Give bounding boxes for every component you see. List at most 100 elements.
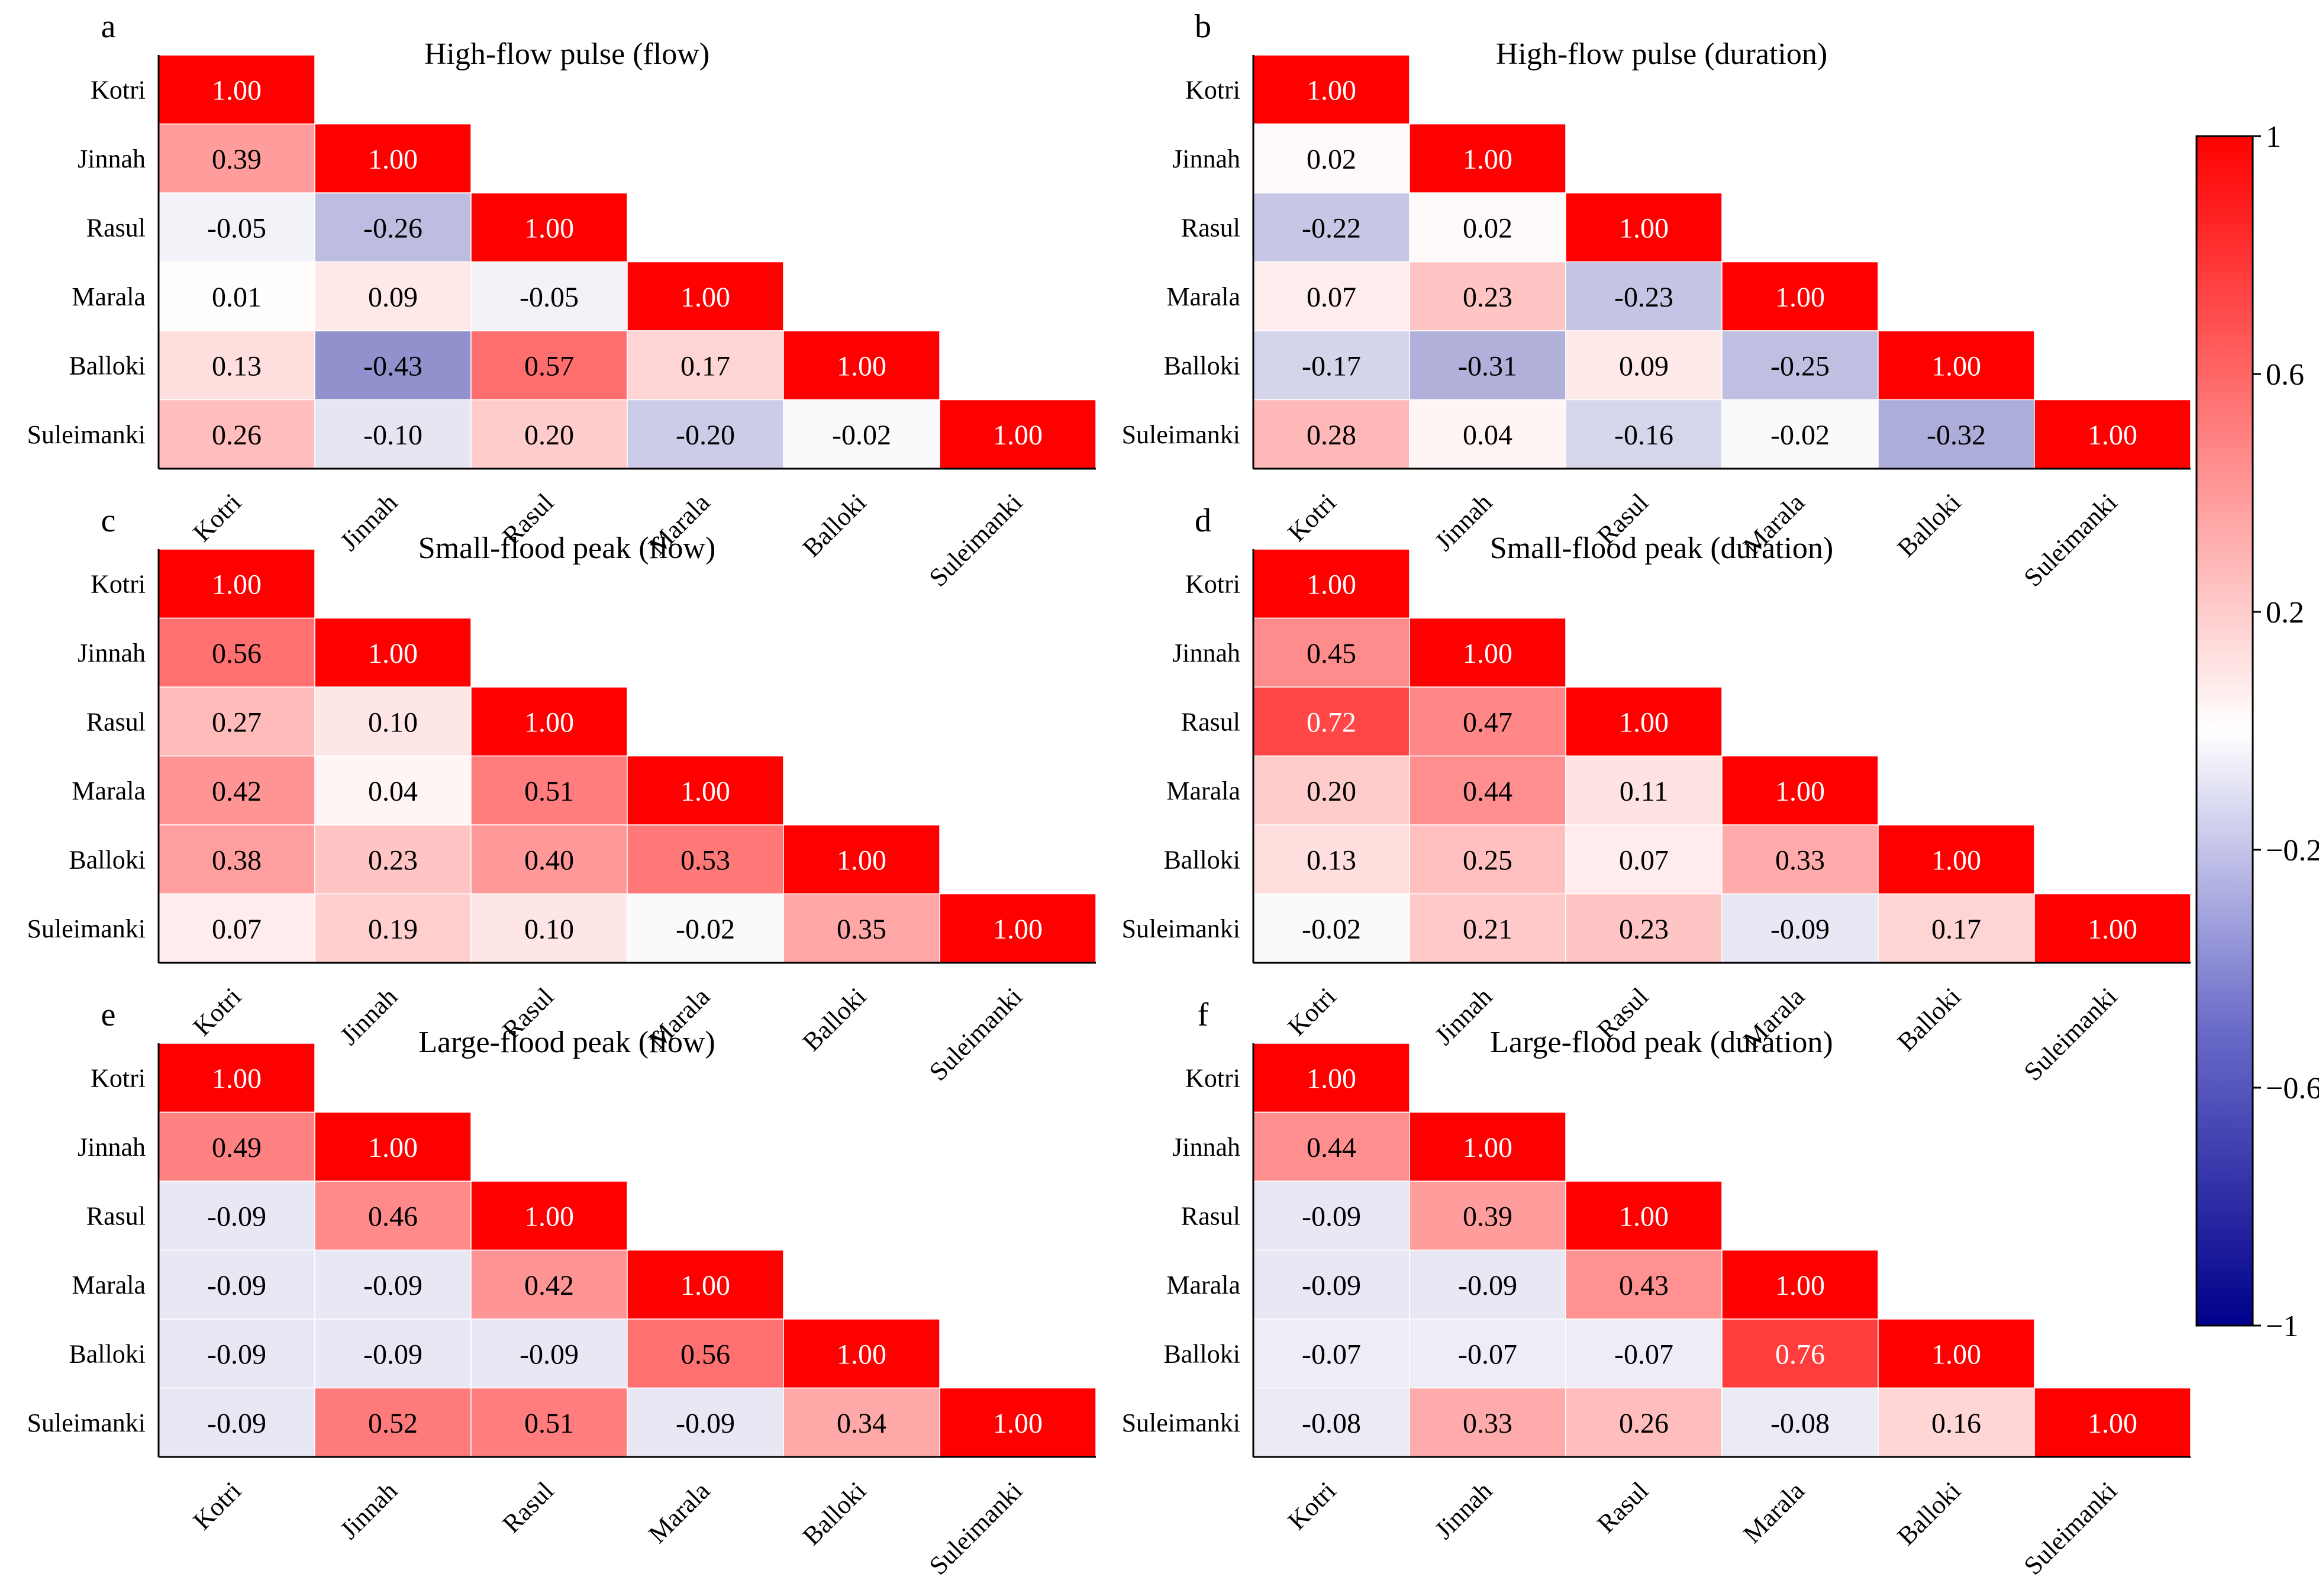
panel-letter: f bbox=[1198, 997, 1209, 1033]
heatmap-cell bbox=[470, 399, 628, 469]
heatmap-panel-c: 1.00 0.56 1.00 0.27 0.10 1.00 0.42 0.04 0.51 1.00… bbox=[27, 502, 1096, 1086]
heatmap-cell bbox=[1721, 1387, 1879, 1458]
heatmap-cell bbox=[1253, 123, 1410, 194]
y-tick-label: Jinnah bbox=[1172, 639, 1240, 668]
cell-value-label: 0.21 bbox=[1463, 914, 1512, 945]
heatmap-cell bbox=[1253, 824, 1410, 895]
y-tick-label: Suleimanki bbox=[27, 914, 146, 943]
cell-value-label: 0.23 bbox=[1463, 282, 1512, 313]
heatmap-cell bbox=[627, 893, 784, 963]
heatmap-cell bbox=[1253, 755, 1410, 826]
cell-value-label: 0.40 bbox=[524, 844, 574, 876]
heatmap-cell bbox=[627, 330, 784, 401]
x-tick-label: Jinnah bbox=[1429, 982, 1498, 1050]
cell-value-label: -0.09 bbox=[363, 1270, 422, 1301]
cell-value-label: 0.47 bbox=[1463, 707, 1512, 738]
heatmap-cell bbox=[627, 1387, 784, 1458]
panel-title: High-flow pulse (duration) bbox=[1496, 37, 1827, 71]
heatmap-panel-f: 1.00 0.44 1.00 -0.09 0.39 1.00 -0.09 -0.09 0.43 1… bbox=[1122, 997, 2191, 1581]
y-tick-label: Kotri bbox=[1185, 75, 1240, 104]
cell-value-label: 0.56 bbox=[212, 638, 262, 669]
heatmap-cell bbox=[1565, 192, 1723, 263]
heatmap-cell bbox=[314, 192, 472, 263]
heatmap-cell bbox=[1565, 1249, 1723, 1320]
y-tick-label: Jinnah bbox=[1172, 1133, 1240, 1162]
heatmap-cell bbox=[1409, 123, 1566, 194]
cell-value-label: 1.00 bbox=[1775, 1270, 1825, 1301]
heatmap-cell bbox=[1878, 1318, 2035, 1389]
cell-value-label: -0.25 bbox=[1770, 350, 1830, 382]
cell-value-label: -0.02 bbox=[1302, 914, 1361, 945]
cell-value-label: 0.13 bbox=[212, 350, 262, 382]
x-tick-label: Balloki bbox=[1892, 1476, 1966, 1550]
y-tick-label: Kotri bbox=[1185, 569, 1240, 598]
cell-value-label: 0.25 bbox=[1463, 844, 1512, 876]
cell-value-label: -0.07 bbox=[1302, 1339, 1361, 1370]
heatmap-cell bbox=[2034, 893, 2191, 963]
y-tick-label: Jinnah bbox=[78, 1133, 146, 1162]
cell-value-label: 0.28 bbox=[1307, 420, 1356, 451]
cell-value-label: -0.09 bbox=[363, 1339, 422, 1370]
cell-value-label: -0.31 bbox=[1458, 350, 1517, 382]
x-tick-label: Rasul bbox=[497, 1476, 560, 1539]
cell-value-label: 1.00 bbox=[1463, 144, 1512, 175]
heatmap-cell bbox=[1409, 755, 1566, 826]
cell-value-label: -0.07 bbox=[1458, 1339, 1517, 1370]
cell-value-label: 0.57 bbox=[524, 350, 574, 382]
heatmap-cell bbox=[314, 1318, 472, 1389]
cell-value-label: -0.09 bbox=[1458, 1270, 1517, 1301]
cell-value-label: -0.23 bbox=[1614, 282, 1673, 313]
heatmap-cell bbox=[1409, 399, 1566, 469]
heatmap-cell bbox=[314, 686, 472, 757]
cell-value-label: 0.38 bbox=[212, 844, 262, 876]
heatmap-cell bbox=[158, 686, 315, 757]
cell-value-label: 0.26 bbox=[212, 420, 262, 451]
heatmap-cell bbox=[1721, 1249, 1879, 1320]
heatmap-cell bbox=[783, 1387, 940, 1458]
x-tick-label: Balloki bbox=[1892, 982, 1966, 1056]
cell-value-label: 1.00 bbox=[1463, 1132, 1512, 1163]
cell-value-label: 0.34 bbox=[837, 1408, 886, 1439]
cell-value-label: -0.09 bbox=[676, 1408, 735, 1439]
cell-value-label: -0.09 bbox=[207, 1201, 266, 1232]
x-tick-label: Suleimanki bbox=[2018, 1476, 2123, 1580]
heatmap-cell bbox=[627, 824, 784, 895]
heatmap-cell bbox=[1878, 330, 2035, 401]
x-tick-label: Kotri bbox=[1282, 1476, 1341, 1535]
y-tick-label: Balloki bbox=[69, 845, 146, 874]
colorbar: 1 0.6 0.2 −0.2 −0.6 −1 bbox=[2195, 120, 2319, 1343]
y-tick-label: Kotri bbox=[91, 75, 146, 104]
heatmap-panel-d: 1.00 0.45 1.00 0.72 0.47 1.00 0.20 0.44 0.11 1.00… bbox=[1122, 502, 2191, 1086]
cell-value-label: 0.26 bbox=[1619, 1408, 1669, 1439]
heatmap-cell bbox=[470, 893, 628, 963]
heatmap-cell bbox=[1721, 330, 1879, 401]
heatmap-cell bbox=[1721, 1318, 1879, 1389]
colorbar-tick-label: 0.6 bbox=[2266, 358, 2304, 392]
heatmap-cell bbox=[783, 399, 940, 469]
heatmap-cell bbox=[1253, 1387, 1410, 1458]
y-tick-label: Suleimanki bbox=[1122, 1408, 1240, 1437]
panel-title: High-flow pulse (flow) bbox=[424, 37, 709, 71]
heatmap-cell bbox=[1253, 1111, 1410, 1182]
heatmap-cell bbox=[470, 192, 628, 263]
heatmap-cell bbox=[1409, 1181, 1566, 1251]
cell-value-label: 0.27 bbox=[212, 707, 262, 738]
cell-value-label: 0.44 bbox=[1463, 776, 1512, 807]
heatmap-cell bbox=[1409, 824, 1566, 895]
x-tick-label: Jinnah bbox=[334, 982, 403, 1050]
heatmap-cell bbox=[314, 1111, 472, 1182]
y-tick-label: Suleimanki bbox=[27, 1408, 146, 1437]
x-tick-label: Kotri bbox=[188, 1476, 247, 1535]
y-tick-label: Rasul bbox=[1181, 1201, 1240, 1230]
cell-value-label: 0.45 bbox=[1307, 638, 1356, 669]
colorbar-tick-label: 1 bbox=[2266, 120, 2281, 154]
x-tick-label: Balloki bbox=[797, 982, 872, 1056]
heatmap-cell bbox=[158, 123, 315, 194]
heatmap-cell bbox=[314, 399, 472, 469]
cell-value-label: 1.00 bbox=[212, 1063, 262, 1094]
heatmap-cell bbox=[314, 261, 472, 331]
cell-value-label: 0.07 bbox=[1619, 844, 1669, 876]
cell-value-label: 1.00 bbox=[524, 1201, 574, 1232]
panel-letter: d bbox=[1195, 502, 1211, 539]
cell-value-label: 1.00 bbox=[368, 1132, 418, 1163]
